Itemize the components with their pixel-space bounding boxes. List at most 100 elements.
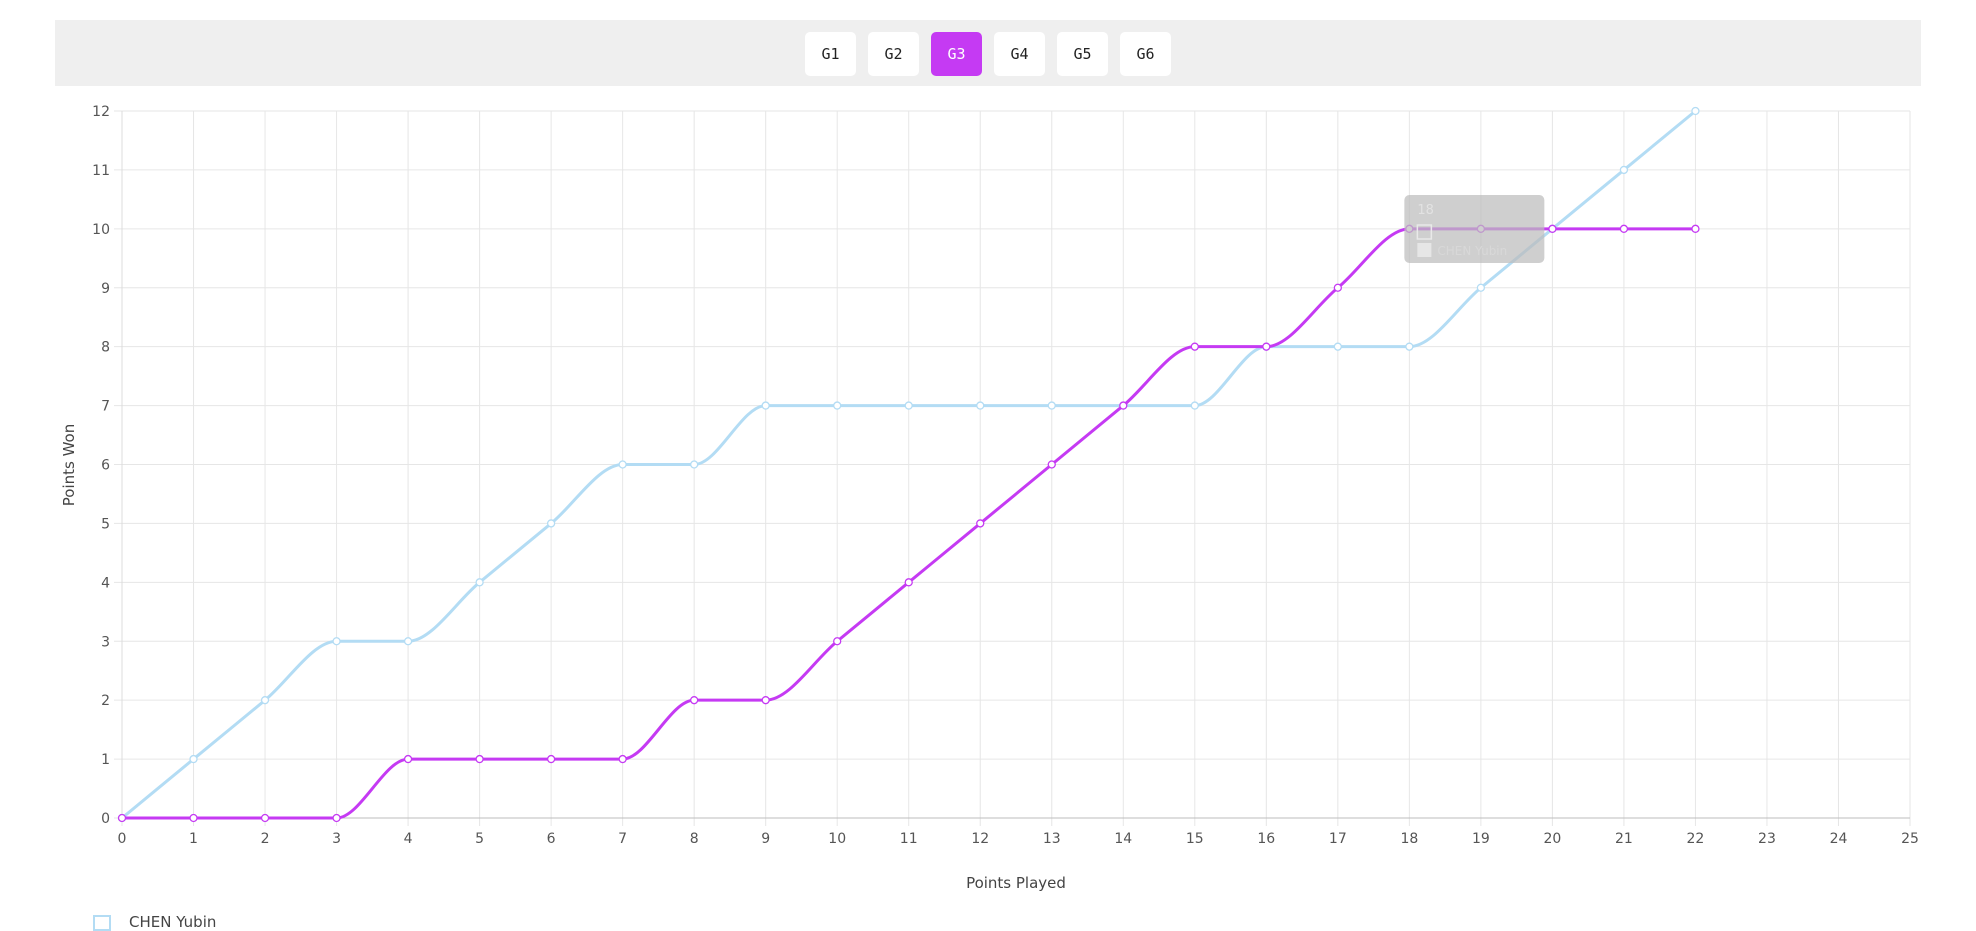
data-point bbox=[1047, 460, 1056, 469]
x-tick-label: 25 bbox=[1901, 831, 1919, 847]
x-tick-label: 19 bbox=[1472, 831, 1490, 847]
y-tick-label: 5 bbox=[101, 516, 110, 532]
y-tick-label: 10 bbox=[92, 222, 110, 238]
x-tick-label: 7 bbox=[618, 831, 627, 847]
y-tick-label: 0 bbox=[101, 811, 110, 827]
x-tick-label: 10 bbox=[828, 831, 846, 847]
x-tick-label: 4 bbox=[404, 831, 413, 847]
data-point bbox=[1119, 401, 1128, 410]
data-point bbox=[1262, 342, 1271, 351]
data-point bbox=[1691, 224, 1700, 233]
y-tick-label: 1 bbox=[101, 752, 110, 768]
series-line bbox=[121, 109, 1697, 820]
tab-g2[interactable]: G2 bbox=[868, 32, 919, 76]
x-tick-label: 5 bbox=[475, 831, 484, 847]
data-point bbox=[690, 696, 699, 705]
tooltip-box bbox=[1404, 195, 1545, 263]
data-point bbox=[1476, 283, 1486, 292]
x-tick-label: 1 bbox=[189, 831, 198, 847]
x-tick-label: 17 bbox=[1329, 831, 1347, 847]
tooltip-swatch-2 bbox=[1417, 243, 1432, 257]
y-tick-label: 6 bbox=[101, 458, 110, 474]
x-tick-label: 2 bbox=[261, 831, 270, 847]
x-tick-label: 18 bbox=[1400, 831, 1418, 847]
data-point bbox=[403, 754, 413, 764]
data-point bbox=[1333, 283, 1342, 292]
data-point bbox=[833, 401, 842, 410]
data-point bbox=[904, 578, 913, 587]
x-tick-label: 13 bbox=[1043, 831, 1061, 847]
data-point bbox=[1619, 165, 1629, 175]
legend-swatch bbox=[93, 914, 111, 931]
data-point bbox=[1190, 401, 1199, 410]
data-point bbox=[618, 460, 627, 469]
x-tick-label: 0 bbox=[118, 831, 127, 847]
data-point bbox=[904, 401, 913, 410]
x-tick-label: 15 bbox=[1186, 831, 1204, 847]
data-point bbox=[332, 637, 341, 646]
data-point bbox=[690, 460, 699, 469]
data-point bbox=[1333, 342, 1342, 351]
bottom-legend[interactable]: CHEN Yubin bbox=[93, 913, 216, 931]
data-point bbox=[1691, 106, 1700, 116]
data-point bbox=[546, 754, 556, 764]
y-tick-label: 11 bbox=[92, 163, 110, 179]
chart-grid bbox=[114, 110, 1911, 826]
tooltip-swatch-1 bbox=[1416, 224, 1433, 240]
hover-tooltip: 18 CHEN Yubin bbox=[1404, 195, 1545, 263]
data-point bbox=[117, 813, 127, 823]
x-tick-label: 23 bbox=[1758, 831, 1776, 847]
x-tick-label: 14 bbox=[1114, 831, 1132, 847]
data-point bbox=[260, 696, 270, 705]
x-tick-labels: 0 1 2 3 4 5 6 7 8 9 10 11 12 13 14 15 16 17 18 19 20 21 22 23 24… bbox=[118, 831, 1919, 847]
x-tick-label: 8 bbox=[690, 831, 699, 847]
x-tick-label: 22 bbox=[1687, 831, 1705, 847]
y-tick-label: 12 bbox=[92, 104, 110, 120]
data-point bbox=[761, 696, 770, 705]
x-tick-label: 24 bbox=[1830, 831, 1848, 847]
data-point bbox=[260, 813, 270, 823]
data-point bbox=[761, 401, 770, 410]
series-layer bbox=[117, 106, 1700, 823]
y-tick-label: 9 bbox=[101, 281, 110, 297]
data-point bbox=[1405, 342, 1414, 351]
legend-label-series-a: CHEN Yubin bbox=[129, 913, 217, 931]
tab-g4[interactable]: G4 bbox=[994, 32, 1045, 76]
data-point bbox=[332, 813, 341, 823]
data-point bbox=[403, 637, 413, 646]
y-tick-label: 4 bbox=[101, 575, 110, 591]
x-tick-label: 21 bbox=[1615, 831, 1633, 847]
x-tick-label: 12 bbox=[971, 831, 989, 847]
chart-axes bbox=[121, 111, 1910, 819]
data-point bbox=[189, 754, 198, 764]
tab-g1[interactable]: G1 bbox=[805, 32, 856, 76]
tooltip-title: 18 bbox=[1417, 203, 1434, 218]
tooltip-line-2: CHEN Yubin bbox=[1437, 244, 1507, 258]
y-axis-title: Points Won bbox=[60, 424, 78, 506]
y-tick-label: 3 bbox=[101, 634, 110, 650]
data-point bbox=[475, 754, 484, 764]
data-point bbox=[1619, 224, 1629, 233]
y-tick-label: 8 bbox=[101, 340, 110, 356]
data-point bbox=[546, 519, 556, 528]
tab-g5[interactable]: G5 bbox=[1057, 32, 1108, 76]
x-tick-label: 3 bbox=[332, 831, 341, 847]
y-tick-label: 2 bbox=[101, 693, 110, 709]
data-point bbox=[1190, 342, 1199, 351]
tab-g6[interactable]: G6 bbox=[1120, 32, 1171, 76]
tab-g3[interactable]: G3 bbox=[931, 32, 982, 76]
x-tick-label: 20 bbox=[1543, 831, 1561, 847]
data-point bbox=[475, 578, 484, 587]
data-point bbox=[976, 401, 985, 410]
x-tick-label: 6 bbox=[547, 831, 556, 847]
y-tick-label: 7 bbox=[101, 399, 110, 415]
game-tabs: G1 G2 G3 G4 G5 G6 bbox=[55, 32, 1921, 76]
game-tab-bar: G1 G2 G3 G4 G5 G6 bbox=[55, 20, 1921, 86]
data-point bbox=[618, 754, 627, 764]
data-point bbox=[1047, 401, 1056, 410]
data-point bbox=[833, 637, 842, 646]
x-axis-title: Points Played bbox=[966, 874, 1066, 892]
x-tick-label: 9 bbox=[761, 831, 770, 847]
